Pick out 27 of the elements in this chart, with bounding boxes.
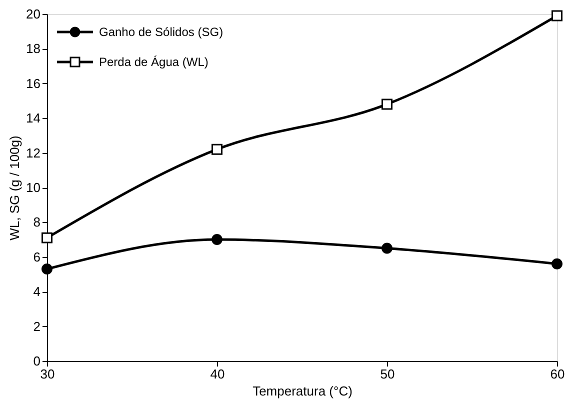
y-tick-label: 0	[33, 354, 40, 368]
y-tick-label: 10	[26, 180, 40, 195]
point	[42, 264, 52, 275]
y-tick-label: 14	[26, 110, 40, 126]
y-tick-label: 6	[33, 249, 40, 264]
point	[42, 232, 52, 244]
y-tick-label: 16	[26, 76, 40, 91]
point	[382, 242, 392, 254]
point	[552, 10, 562, 22]
legend-label: Ganho de Sólidos (SG)	[99, 25, 224, 39]
point	[212, 144, 222, 155]
x-tick-label: 30	[40, 366, 55, 382]
point	[552, 258, 562, 270]
y-tick-label: 2	[33, 318, 40, 334]
y-axis-title: WL, SG (g / 100g)	[7, 136, 22, 240]
y-tick-label: 20	[26, 6, 40, 22]
y-tick-label: 12	[26, 145, 40, 160]
y-tick-label: 18	[26, 41, 40, 56]
point	[212, 234, 222, 246]
point	[382, 98, 392, 110]
y-tick-label: 8	[33, 214, 40, 230]
x-tick-label: 50	[380, 366, 395, 382]
x-tick-label: 40	[210, 366, 225, 382]
x-axis-title: Temperatura (°C)	[252, 384, 352, 398]
y-tick-label: 4	[33, 284, 40, 300]
x-tick-label: 60	[550, 366, 565, 382]
legend-label: Perda de Água (WL)	[99, 55, 208, 69]
